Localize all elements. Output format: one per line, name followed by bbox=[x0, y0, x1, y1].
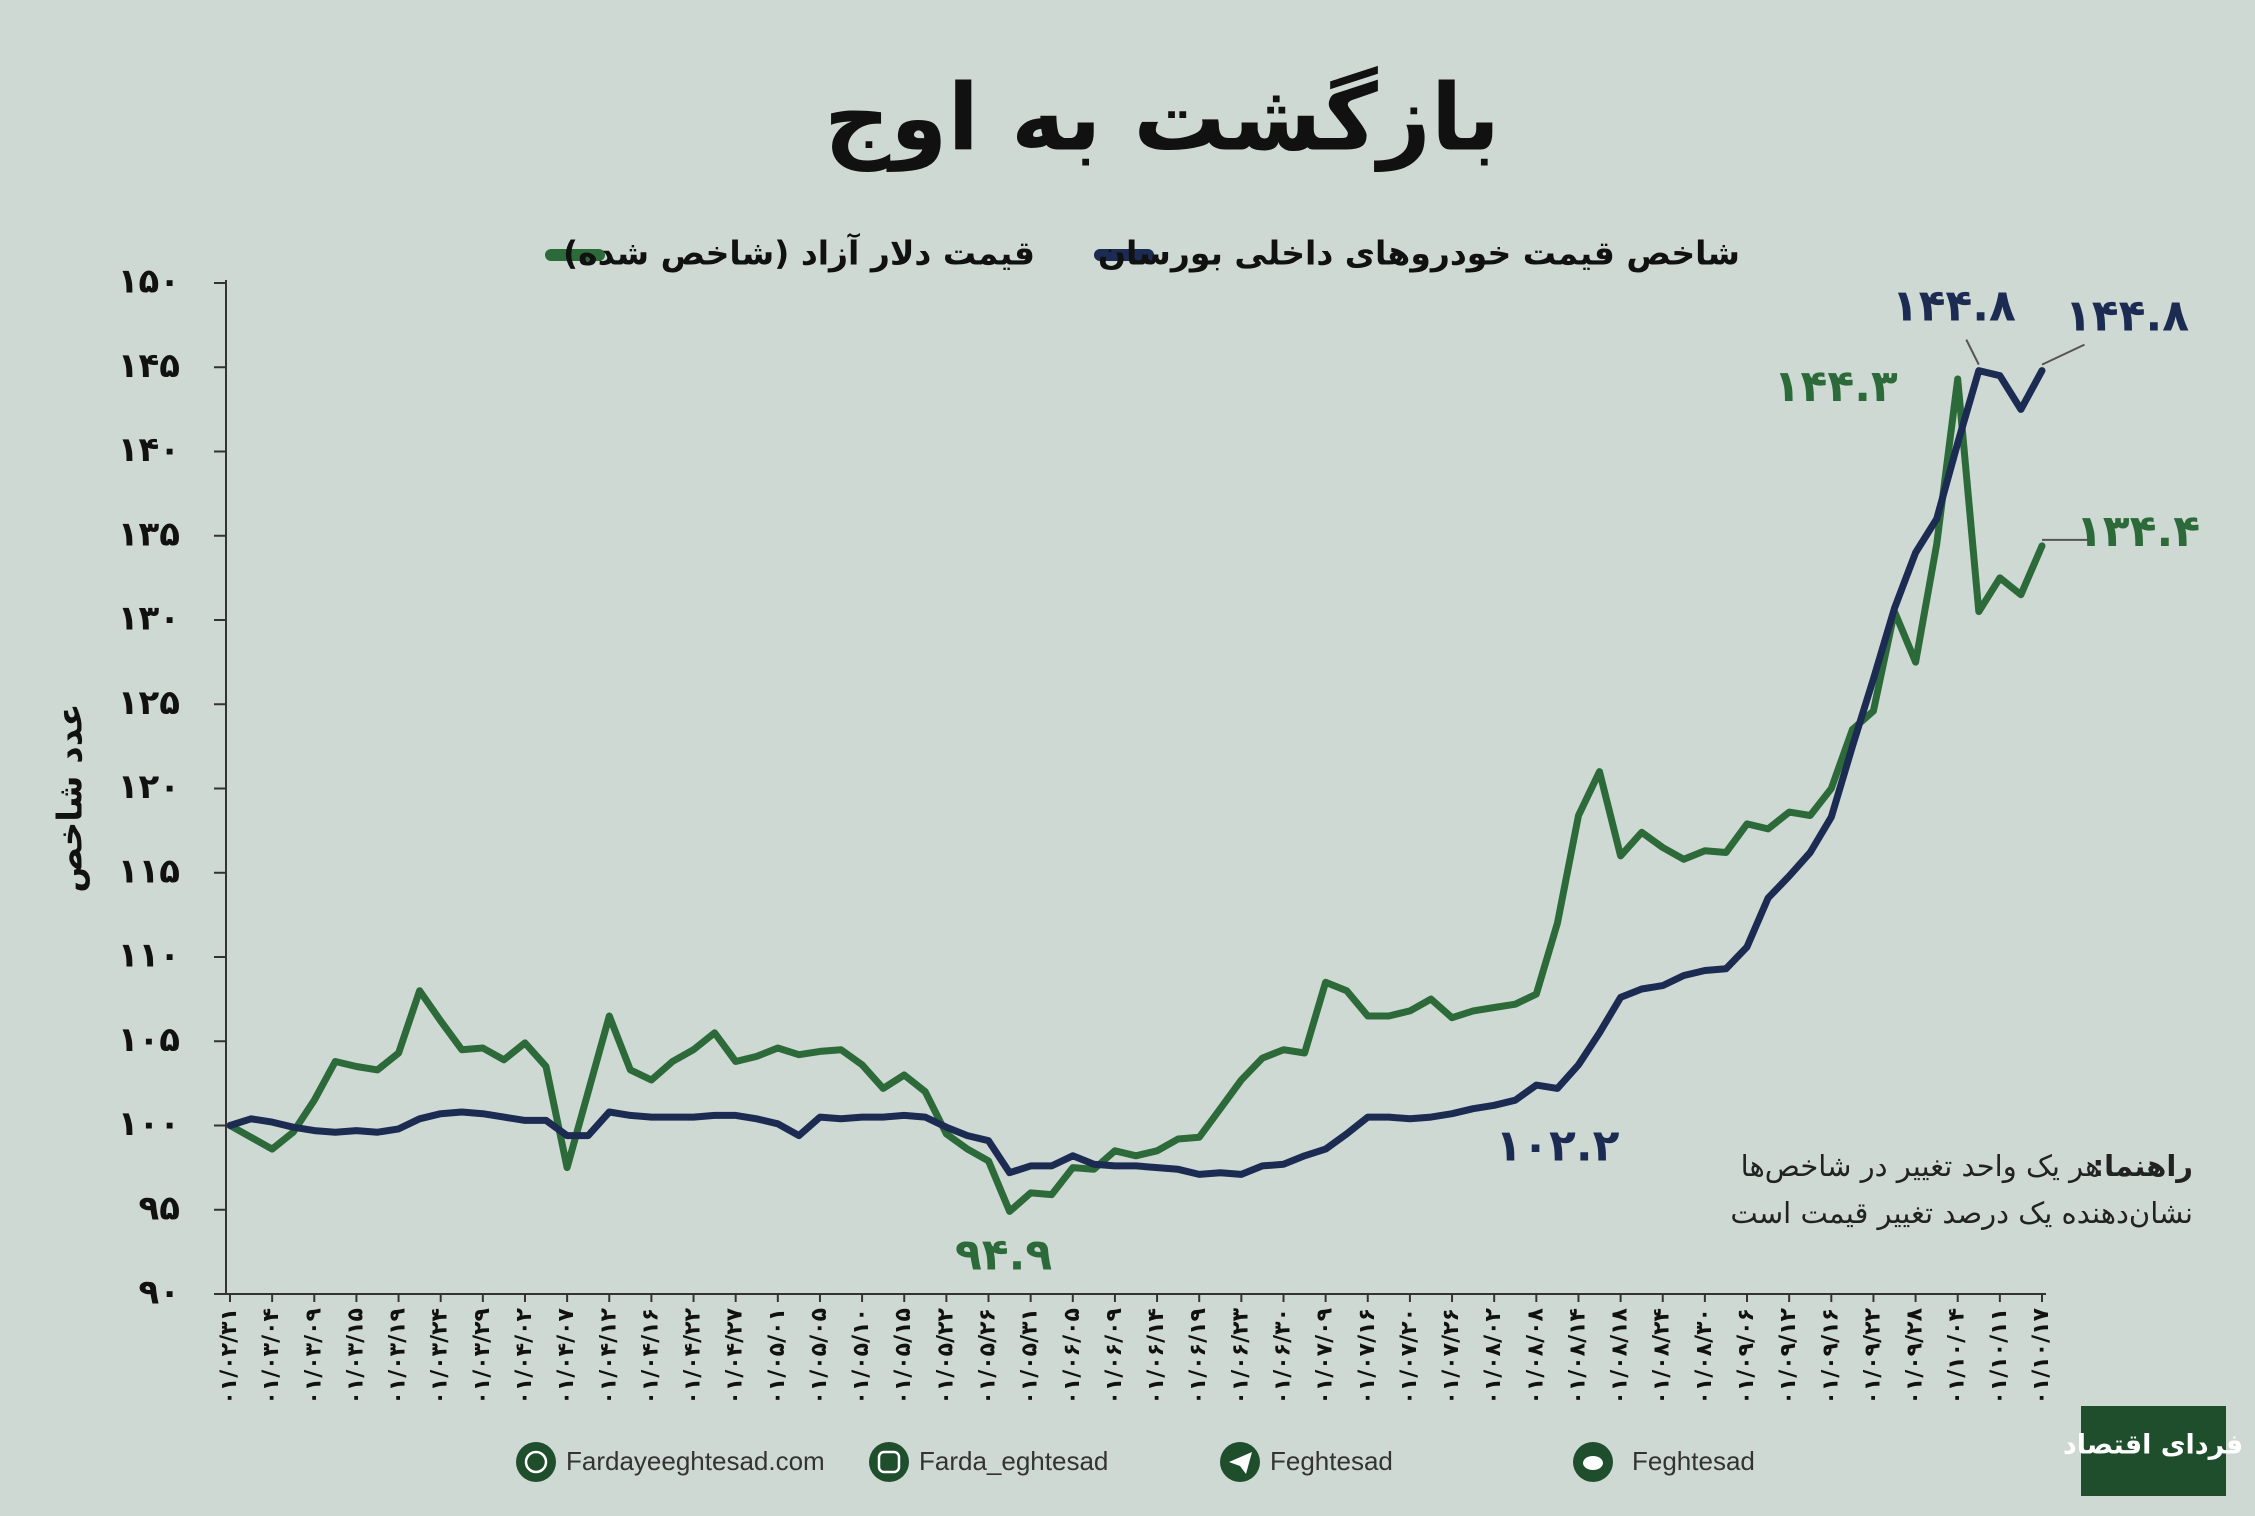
y-tick-label: ۱۵۰ bbox=[118, 262, 180, 302]
x-tick-label: ۰۱/۰۳/۱۵ bbox=[343, 1308, 368, 1405]
value-label: ۱۰۲.۲ bbox=[1495, 1120, 1619, 1171]
value-label: ۹۴.۹ bbox=[955, 1229, 1052, 1280]
x-tick-label: ۰۱/۰۴/۰۷ bbox=[554, 1307, 579, 1404]
logo: فردای اقتصاد bbox=[2063, 1430, 2243, 1461]
footer: Fardayeeghtesad.com Farda_eghtesad Feght… bbox=[516, 1442, 1755, 1482]
y-tick-label: ۱۳۵ bbox=[118, 514, 180, 554]
x-tick-label: ۰۱/۰۸/۱۴ bbox=[1565, 1308, 1590, 1405]
series-line bbox=[226, 367, 2046, 1178]
x-tick-label: ۰۱/۰۹/۲۸ bbox=[1903, 1307, 1928, 1404]
twitter-icon bbox=[1583, 1456, 1603, 1470]
web-icon bbox=[516, 1442, 556, 1482]
x-tick-label: ۰۱/۰۴/۱۶ bbox=[638, 1308, 663, 1405]
x-tick-label: ۰۱/۰۴/۰۲ bbox=[512, 1307, 537, 1404]
x-tick-label: ۰۱/۰۲/۳۱ bbox=[217, 1308, 242, 1405]
series-line bbox=[226, 375, 2046, 1215]
y-tick-label: ۱۴۵ bbox=[118, 346, 180, 386]
x-tick-label: ۰۱/۰۸/۱۸ bbox=[1608, 1307, 1633, 1404]
x-tick-label: ۰۱/۰۴/۲۷ bbox=[723, 1307, 748, 1404]
x-tick-label: ۰۱/۰۹/۰۶ bbox=[1734, 1308, 1759, 1405]
x-tick-label: ۰۱/۰۴/۲۲ bbox=[681, 1307, 706, 1404]
telegram-icon bbox=[1229, 1452, 1252, 1474]
y-tick-label: ۱۰۰ bbox=[118, 1104, 180, 1144]
y-tick-label: ۱۱۵ bbox=[118, 851, 180, 891]
x-tick-label: ۰۱/۰۳/۰۴ bbox=[259, 1308, 284, 1405]
chart-title: بازگشت به اوج bbox=[824, 64, 1500, 172]
x-tick-label: ۰۱/۰۵/۳۱ bbox=[1018, 1308, 1043, 1405]
value-label: ۱۴۴.۳ bbox=[1774, 361, 1898, 412]
value-label: ۱۳۴.۴ bbox=[2076, 506, 2200, 557]
web-icon bbox=[524, 1450, 548, 1474]
x-tick-label: ۰۱/۱۰/۱۷ bbox=[2029, 1307, 2054, 1404]
x-tick-label: ۰۱/۰۵/۱۵ bbox=[891, 1308, 916, 1405]
x-tick-label: ۰۱/۰۵/۲۲ bbox=[933, 1307, 958, 1404]
note-line: هر یک واحد تغییر در شاخص‌ها bbox=[1741, 1149, 2101, 1183]
legend-label: قیمت دلار آزاد (شاخص شده) bbox=[563, 233, 1035, 273]
logo-box bbox=[2081, 1406, 2226, 1496]
instagram-icon bbox=[869, 1442, 909, 1482]
x-tick-label: ۰۱/۰۵/۰۱ bbox=[765, 1308, 790, 1405]
x-tick-label: ۰۱/۰۹/۲۲ bbox=[1860, 1307, 1885, 1404]
x-tick-label: ۰۱/۰۶/۰۹ bbox=[1102, 1308, 1127, 1405]
x-tick-label: ۰۱/۰۶/۳۰ bbox=[1270, 1308, 1295, 1405]
x-tick-label: ۰۱/۰۷/۲۰ bbox=[1397, 1308, 1422, 1405]
x-tick-label: ۰۱/۰۷/۱۶ bbox=[1355, 1308, 1380, 1405]
note: راهنما:هر یک واحد تغییر در شاخص‌ها bbox=[1741, 1149, 2193, 1183]
x-tick-label: ۰۱/۰۷/۰۹ bbox=[1313, 1308, 1338, 1405]
y-tick-label: ۱۰۵ bbox=[118, 1020, 180, 1060]
x-tick-label: ۰۱/۰۴/۱۲ bbox=[596, 1307, 621, 1404]
x-tick-label: ۰۱/۰۶/۱۹ bbox=[1186, 1308, 1211, 1405]
y-tick-label: ۹۵ bbox=[138, 1188, 180, 1228]
x-tick-label: ۰۱/۰۶/۲۳ bbox=[1228, 1307, 1253, 1404]
note-line: نشان‌دهنده یک درصد تغییر قیمت است bbox=[1730, 1196, 2193, 1230]
x-tick-label: ۰۱/۰۸/۰۸ bbox=[1523, 1307, 1548, 1404]
instagram-icon bbox=[877, 1450, 901, 1474]
note-bold: راهنما: bbox=[2092, 1149, 2193, 1183]
y-tick-label: ۱۳۰ bbox=[118, 599, 180, 639]
value-label: ۱۴۴.۸ bbox=[2065, 291, 2189, 342]
x-tick-label: ۰۱/۰۳/۰۹ bbox=[301, 1308, 326, 1405]
y-axis-title: عدد شاخص bbox=[51, 703, 91, 892]
x-tick-label: ۰۱/۰۶/۱۴ bbox=[1144, 1308, 1169, 1405]
y-tick-label: ۱۲۵ bbox=[118, 683, 180, 723]
telegram[interactable]: Feghtesad bbox=[1270, 1446, 1393, 1476]
y-tick-label: ۹۰ bbox=[138, 1273, 180, 1313]
website[interactable]: Fardayeeghtesad.com bbox=[566, 1446, 825, 1476]
x-tick-label: ۰۱/۰۹/۱۶ bbox=[1818, 1308, 1843, 1405]
value-label: ۱۴۴.۸ bbox=[1892, 281, 2016, 332]
y-tick-label: ۱۲۰ bbox=[118, 767, 180, 807]
x-tick-label: ۰۱/۰۷/۲۶ bbox=[1439, 1308, 1464, 1405]
y-tick-label: ۱۴۰ bbox=[118, 430, 180, 470]
legend-label: شاخص قیمت خودروهای داخلی بورسان bbox=[1098, 234, 1740, 274]
x-tick-label: ۰۱/۰۵/۰۵ bbox=[807, 1308, 832, 1405]
x-tick-label: ۰۱/۱۰/۰۴ bbox=[1945, 1308, 1970, 1405]
leader-line bbox=[2041, 343, 2085, 366]
x-tick-label: ۰۱/۰۶/۰۵ bbox=[1060, 1308, 1085, 1405]
x-tick-label: ۰۱/۰۳/۱۹ bbox=[386, 1308, 411, 1405]
x-tick-label: ۰۱/۰۸/۳۰ bbox=[1692, 1308, 1717, 1405]
x-tick-label: ۰۱/۱۰/۱۱ bbox=[1987, 1308, 2012, 1405]
x-tick-label: ۰۱/۰۵/۲۶ bbox=[976, 1308, 1001, 1405]
x-tick-label: ۰۱/۰۸/۰۲ bbox=[1481, 1307, 1506, 1404]
x-tick-label: ۰۱/۰۵/۱۰ bbox=[849, 1308, 874, 1405]
x-tick-label: ۰۱/۰۳/۲۴ bbox=[428, 1308, 453, 1405]
x-tick-label: ۰۱/۰۸/۲۴ bbox=[1650, 1308, 1675, 1405]
instagram[interactable]: Farda_eghtesad bbox=[919, 1446, 1108, 1476]
x-tick-label: ۰۱/۰۳/۲۹ bbox=[470, 1308, 495, 1405]
leader-line bbox=[1965, 339, 1980, 366]
x-tick-label: ۰۱/۰۹/۱۲ bbox=[1776, 1307, 1801, 1404]
y-tick-label: ۱۱۰ bbox=[118, 936, 180, 976]
twitter[interactable]: Feghtesad bbox=[1632, 1446, 1755, 1476]
